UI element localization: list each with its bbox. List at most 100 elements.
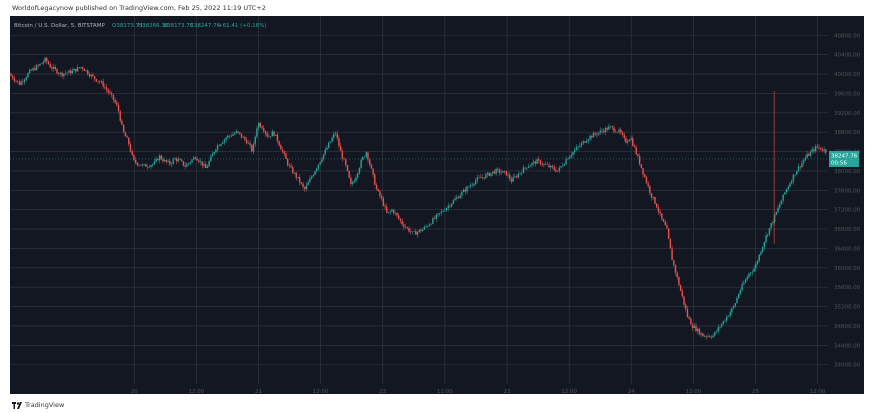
candle-body <box>146 166 149 168</box>
candle-body <box>157 158 159 161</box>
candle-body <box>488 172 490 176</box>
candle-body <box>63 73 65 76</box>
candle-body <box>360 159 362 169</box>
candle-body <box>522 167 525 174</box>
candle-body <box>544 163 547 165</box>
candle-body <box>257 123 260 129</box>
candle-body <box>550 165 552 168</box>
candle-body <box>813 149 815 152</box>
candle-body <box>357 173 359 178</box>
candle-body <box>558 167 561 171</box>
candle-body <box>741 284 743 291</box>
candle-body <box>93 76 96 79</box>
candle-body <box>211 153 214 157</box>
candle-body <box>187 163 190 165</box>
candle-body <box>572 152 574 156</box>
candle-body <box>647 183 649 187</box>
candle-body <box>493 171 496 174</box>
candle-body <box>49 64 51 68</box>
candle-body <box>61 72 63 76</box>
candle-body <box>321 159 323 163</box>
candle-body <box>498 169 501 173</box>
candle-body <box>816 146 819 147</box>
candle-body <box>345 159 347 166</box>
candle-body <box>638 156 641 165</box>
price-axis[interactable] <box>828 16 864 394</box>
chart-panel[interactable] <box>10 16 828 394</box>
candle-body <box>599 130 602 133</box>
candle-body <box>288 165 291 166</box>
candle-body <box>635 147 637 155</box>
candle-body <box>821 149 824 151</box>
candle-body <box>210 156 212 162</box>
candle-body <box>160 155 162 160</box>
candle-body <box>642 168 644 175</box>
candle-body <box>204 164 207 168</box>
candle-body <box>95 78 98 82</box>
candle-body <box>618 129 620 133</box>
candle-body <box>363 156 366 158</box>
candle-body <box>673 260 675 265</box>
candle-body <box>505 171 508 176</box>
candle-body <box>223 139 226 143</box>
candle-body <box>259 123 262 127</box>
candle-body <box>408 227 410 232</box>
candle-body <box>249 142 251 145</box>
candle-body <box>596 134 598 135</box>
candle-body <box>47 61 50 65</box>
price-tick-label: 39200.00 <box>834 111 861 117</box>
candle-body <box>714 332 716 336</box>
candle-body <box>175 158 178 162</box>
candle-body <box>322 154 325 160</box>
candle-body <box>298 177 301 183</box>
price-tick-label: 40400.00 <box>834 53 861 59</box>
candle-body <box>556 170 559 172</box>
candle-body <box>705 336 707 337</box>
candle-body <box>480 177 482 179</box>
candle-body <box>310 176 313 179</box>
candle-body <box>439 212 441 214</box>
candle-body <box>206 166 209 168</box>
candle-body <box>409 231 412 233</box>
candle-body <box>117 104 120 112</box>
candle-body <box>650 193 653 198</box>
candle-body <box>744 279 747 283</box>
candle-body <box>724 320 726 322</box>
candle-body <box>524 167 526 169</box>
candle-body <box>702 333 704 337</box>
candle-body <box>779 204 781 208</box>
candle-body <box>290 165 292 168</box>
candle-body <box>797 166 800 172</box>
tradingview-logo[interactable]: TradingView <box>12 401 64 409</box>
candle-body <box>46 57 48 62</box>
candle-body <box>562 165 564 167</box>
candle-body <box>293 172 296 174</box>
candle-body <box>777 207 779 212</box>
last-price-marker: 38247.76 00:56 <box>829 150 859 167</box>
candle-body <box>129 144 132 152</box>
candle-body <box>324 149 326 155</box>
candle-body <box>548 164 550 168</box>
candle-body <box>411 231 414 233</box>
candle-body <box>433 218 436 219</box>
candle-body <box>456 197 458 199</box>
candle-body <box>109 92 111 94</box>
candle-body <box>703 336 706 337</box>
candle-body <box>623 134 625 139</box>
candle-body <box>710 336 713 338</box>
candle-body <box>789 183 791 187</box>
candle-body <box>198 160 200 163</box>
candle-body <box>319 162 321 165</box>
candle-body <box>514 176 516 178</box>
price-tick-label: 34800.00 <box>834 324 861 330</box>
candle-body <box>761 247 764 253</box>
candle-body <box>671 248 673 261</box>
time-tick-label: 21 <box>255 389 262 395</box>
candle-body <box>162 159 164 162</box>
candle-body <box>399 218 402 221</box>
candle-body <box>649 186 651 194</box>
candle-body <box>351 182 354 184</box>
candle-body <box>75 68 77 72</box>
candle-body <box>398 215 400 219</box>
